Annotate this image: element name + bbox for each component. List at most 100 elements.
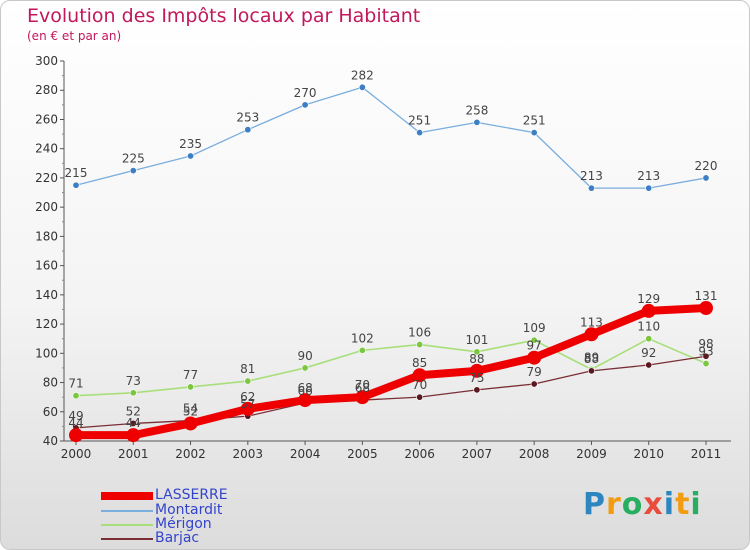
data-point-montardit <box>587 184 595 192</box>
x-tick-label: 2008 <box>519 447 550 461</box>
data-point-merigon <box>129 389 137 397</box>
x-tick-label: 2007 <box>462 447 493 461</box>
data-point-montardit <box>473 118 481 126</box>
data-point-montardit <box>645 184 653 192</box>
data-point-lasserre <box>412 368 427 383</box>
data-point-montardit <box>702 174 710 182</box>
data-point-merigon <box>645 335 653 343</box>
y-tick-label: 120 <box>35 317 58 331</box>
logo-letter: o <box>621 487 644 522</box>
x-tick-label: 2006 <box>404 447 435 461</box>
data-label-barjac: 49 <box>68 409 83 423</box>
data-label-lasserre: 129 <box>637 292 660 306</box>
data-label-barjac: 88 <box>584 352 599 366</box>
data-label-montardit: 253 <box>236 111 259 125</box>
data-point-montardit <box>530 129 538 137</box>
logo-letter: P <box>583 487 606 522</box>
data-point-lasserre <box>240 401 255 416</box>
data-point-montardit <box>301 101 309 109</box>
data-point-barjac <box>645 361 653 369</box>
data-label-merigon: 110 <box>637 320 660 334</box>
data-point-lasserre <box>126 428 141 443</box>
data-point-merigon <box>358 346 366 354</box>
data-point-lasserre <box>641 303 656 318</box>
x-tick-label: 2009 <box>576 447 607 461</box>
data-label-merigon: 77 <box>183 368 198 382</box>
data-label-montardit: 225 <box>122 152 145 166</box>
data-point-merigon <box>473 348 481 356</box>
series-line-merigon <box>75 337 707 397</box>
y-tick-label: 80 <box>43 376 58 390</box>
data-label-merigon: 93 <box>698 345 713 359</box>
data-label-lasserre: 62 <box>240 390 255 404</box>
logo-letter: i <box>690 487 702 522</box>
data-point-lasserre <box>584 327 599 342</box>
data-label-lasserre: 52 <box>183 404 198 418</box>
data-label-barjac: 92 <box>641 346 656 360</box>
data-label-merigon: 81 <box>240 362 255 376</box>
data-label-lasserre: 85 <box>412 356 427 370</box>
data-label-montardit: 215 <box>65 166 88 180</box>
x-tick-label: 2002 <box>175 447 206 461</box>
data-point-montardit <box>187 152 195 160</box>
y-tick-label: 40 <box>43 434 58 448</box>
data-point-merigon <box>244 377 252 385</box>
x-tick-label: 2001 <box>118 447 149 461</box>
series-line-lasserre <box>72 304 710 440</box>
series-line-montardit <box>75 86 707 189</box>
data-label-barjac: 52 <box>126 404 141 418</box>
data-label-lasserre: 131 <box>695 289 718 303</box>
data-point-montardit <box>72 181 80 189</box>
data-label-barjac: 54 <box>183 402 198 416</box>
chart-title: Evolution des Impôts locaux par Habitant <box>27 5 421 27</box>
data-label-lasserre: 88 <box>469 352 484 366</box>
proxiti-logo: Proxiti <box>583 487 702 522</box>
data-label-montardit: 282 <box>351 68 374 82</box>
y-tick-label: 60 <box>43 405 58 419</box>
data-label-montardit: 213 <box>637 169 660 183</box>
y-tick-label: 260 <box>35 112 58 126</box>
x-tick-label: 2000 <box>61 447 92 461</box>
data-point-lasserre <box>298 393 313 408</box>
data-label-lasserre: 113 <box>580 315 603 329</box>
y-tick-label: 180 <box>35 229 58 243</box>
data-label-merigon: 102 <box>351 331 374 345</box>
data-point-lasserre <box>69 428 83 443</box>
logo-letter: i <box>663 487 676 522</box>
data-label-montardit: 251 <box>523 114 546 128</box>
y-tick-label: 220 <box>35 171 58 185</box>
legend-label-montardit: Montardit <box>155 502 223 518</box>
data-point-barjac <box>587 367 595 375</box>
data-point-lasserre <box>527 350 542 365</box>
data-label-barjac: 70 <box>412 378 427 392</box>
y-tick-label: 160 <box>35 259 58 273</box>
data-label-lasserre: 44 <box>68 416 83 430</box>
data-label-merigon: 101 <box>465 333 488 347</box>
data-point-barjac <box>473 386 481 394</box>
data-point-merigon <box>301 364 309 372</box>
series-line-barjac <box>75 355 707 429</box>
data-label-merigon: 109 <box>523 321 546 335</box>
data-label-montardit: 258 <box>465 103 488 117</box>
data-label-lasserre: 70 <box>355 378 370 392</box>
y-tick-label: 200 <box>35 200 58 214</box>
data-point-montardit <box>358 83 366 91</box>
data-label-montardit: 235 <box>179 137 202 151</box>
x-tick-label: 2003 <box>233 447 264 461</box>
x-tick-label: 2004 <box>290 447 321 461</box>
y-tick-label: 280 <box>35 83 58 97</box>
legend-label-lasserre: LASSERRE <box>155 487 228 503</box>
data-point-montardit <box>244 126 252 134</box>
data-label-lasserre: 97 <box>527 339 542 353</box>
logo-letter: r <box>606 487 622 522</box>
data-label-barjac: 66 <box>297 384 312 398</box>
data-point-merigon <box>72 392 80 400</box>
data-point-barjac <box>416 393 424 401</box>
data-label-montardit: 220 <box>695 159 718 173</box>
logo-letter: t <box>675 487 691 522</box>
data-label-barjac: 68 <box>355 381 370 395</box>
legend-swatch-lasserre <box>101 492 153 500</box>
data-point-merigon <box>530 336 538 344</box>
